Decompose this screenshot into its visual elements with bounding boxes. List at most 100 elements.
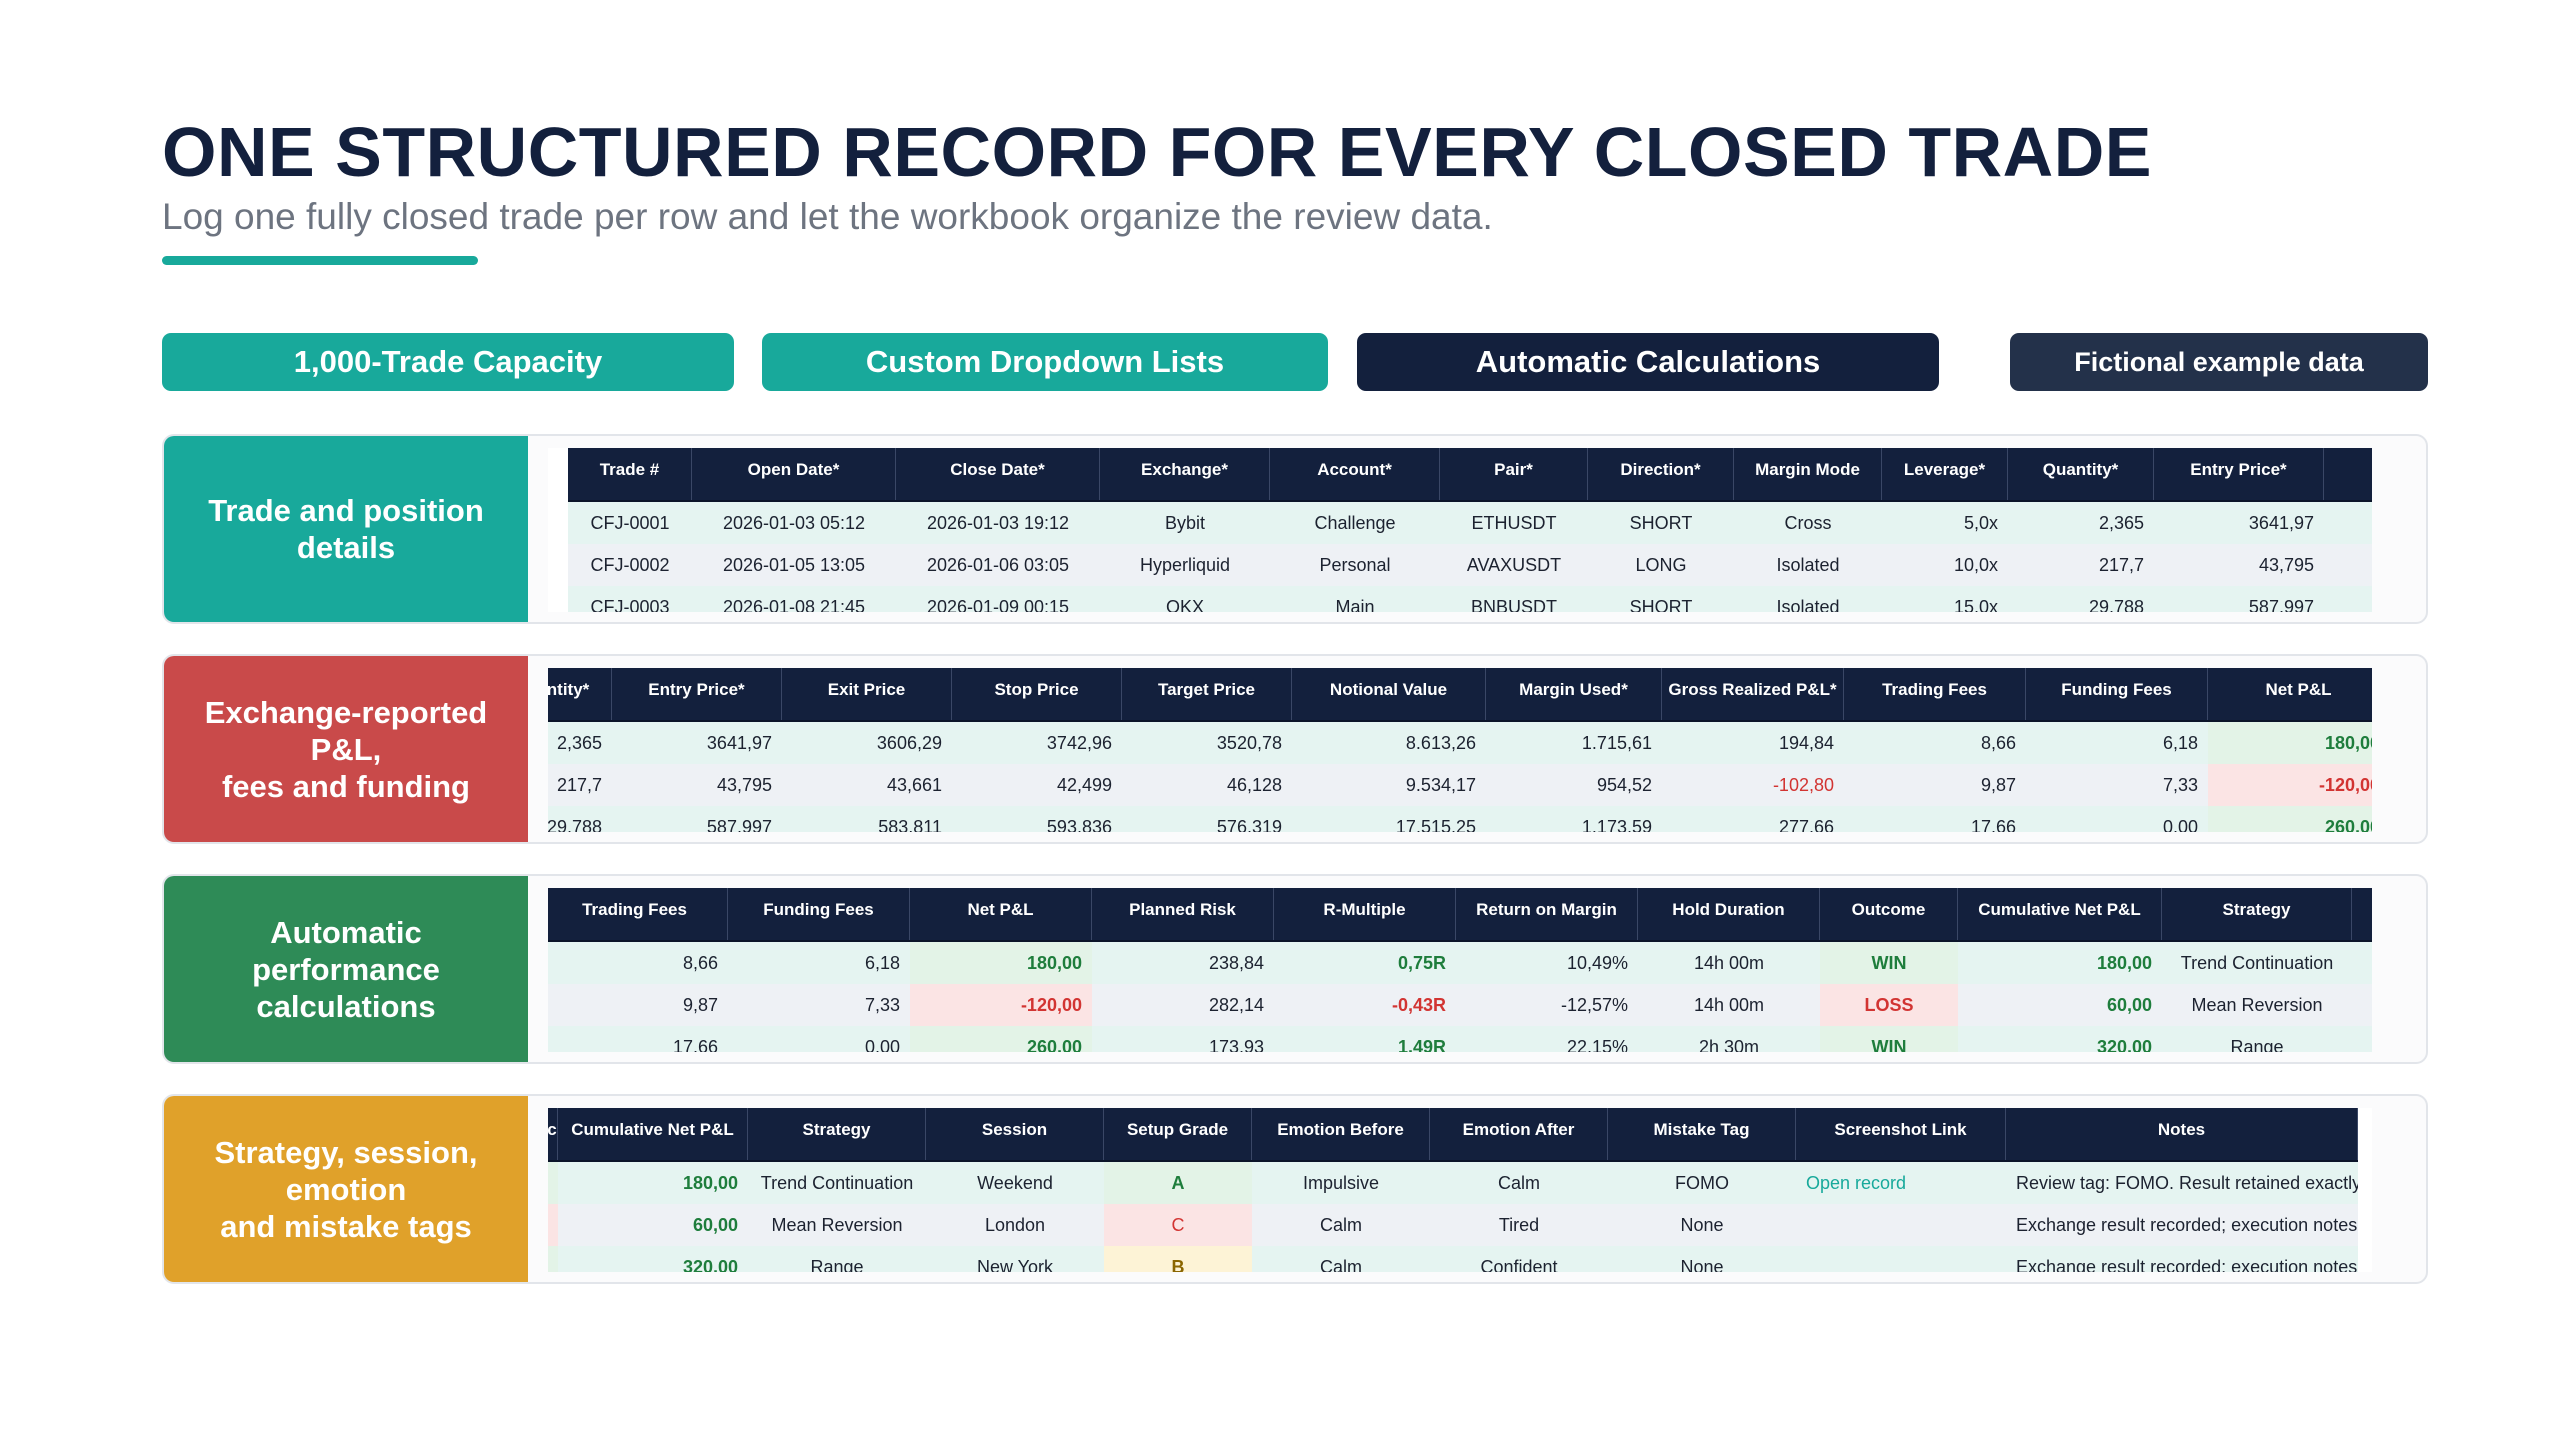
column-header[interactable]: Strategy [2162, 888, 2352, 940]
table-cell[interactable]: 42,499 [952, 764, 1122, 806]
table-cell[interactable]: Weekend [926, 1162, 1104, 1204]
table-cell[interactable]: 43,795 [612, 764, 782, 806]
column-header[interactable]: Planned Risk [1092, 888, 1274, 940]
table-cell[interactable]: 2026-01-03 05:12 [692, 502, 896, 544]
table-cell[interactable] [2324, 502, 2372, 544]
table-cell[interactable]: 0,00 [2026, 806, 2208, 832]
table-cell[interactable]: 2026-01-06 03:05 [896, 544, 1100, 586]
table-cell[interactable]: 587,997 [2154, 586, 2324, 612]
table-cell[interactable]: SHORT [1588, 586, 1734, 612]
table-cell[interactable]: 238,84 [1092, 942, 1274, 984]
table-cell[interactable]: Exchange result recorded; execution note… [2006, 1204, 2358, 1246]
column-header[interactable]: Screenshot Link [1796, 1108, 2006, 1160]
table-cell[interactable]: 5,0x [1882, 502, 2008, 544]
table-cell[interactable]: 1.715,61 [1486, 722, 1662, 764]
table-cell[interactable]: Bybit [1100, 502, 1270, 544]
table-cell[interactable]: FOMO [1608, 1162, 1796, 1204]
table-cell[interactable]: Calm [1430, 1162, 1608, 1204]
column-header[interactable]: Mistake Tag [1608, 1108, 1796, 1160]
column-header[interactable]: Quantity* [548, 668, 612, 720]
table-cell[interactable]: Calm [1252, 1204, 1430, 1246]
table-cell[interactable]: -120,00 [910, 984, 1092, 1026]
table-cell[interactable]: 7,33 [2026, 764, 2208, 806]
table-cell[interactable]: 2h 30m [1638, 1026, 1820, 1052]
table-cell[interactable]: Range [2162, 1026, 2352, 1052]
column-header[interactable]: Quantity* [2008, 448, 2154, 500]
table-cell[interactable] [2352, 984, 2372, 1026]
table-cell[interactable]: 2,365 [2008, 502, 2154, 544]
table-cell[interactable]: Confident [1430, 1246, 1608, 1272]
table-cell[interactable]: 43,795 [2154, 544, 2324, 586]
table-cell[interactable] [2352, 1026, 2372, 1052]
table-cell[interactable]: 2026-01-05 13:05 [692, 544, 896, 586]
column-header[interactable]: Close Date* [896, 448, 1100, 500]
column-header[interactable]: Return on Margin [1456, 888, 1638, 940]
table-cell[interactable]: 29,788 [2008, 586, 2154, 612]
table-cell[interactable]: 180,00 [558, 1162, 748, 1204]
table-cell[interactable]: 60,00 [1958, 984, 2162, 1026]
column-header[interactable]: Exit [2324, 448, 2372, 500]
table-cell[interactable]: 6,18 [2026, 722, 2208, 764]
column-header[interactable]: Margin Mode [1734, 448, 1882, 500]
column-header[interactable]: Strategy [748, 1108, 926, 1160]
table-cell[interactable]: C [1104, 1204, 1252, 1246]
table-cell[interactable]: 10,49% [1456, 942, 1638, 984]
column-header[interactable] [2352, 888, 2372, 940]
table-cell[interactable]: Tired [1430, 1204, 1608, 1246]
table-cell[interactable]: Impulsive [1252, 1162, 1430, 1204]
table-cell[interactable]: 2026-01-09 00:15 [896, 586, 1100, 612]
column-header[interactable]: Direction* [1588, 448, 1734, 500]
table-cell[interactable]: -120,00 [2208, 764, 2372, 806]
table-cell[interactable]: 576,319 [1122, 806, 1292, 832]
table-cell[interactable]: 8.613,26 [1292, 722, 1486, 764]
sheet-preview-performance[interactable]: Trading Fees Funding Fees Net P&L Planned R… [548, 888, 2372, 1052]
table-cell[interactable]: 3742,96 [952, 722, 1122, 764]
column-header[interactable]: Outcome [1820, 888, 1958, 940]
column-header[interactable]: Net P&L [910, 888, 1092, 940]
column-header[interactable]: Target Price [1122, 668, 1292, 720]
table-cell[interactable]: LOSS [1820, 984, 1958, 1026]
table-cell[interactable]: 46,128 [1122, 764, 1292, 806]
column-header[interactable]: Open Date* [692, 448, 896, 500]
table-cell[interactable]: Open record [1796, 1162, 2006, 1204]
table-cell[interactable]: LONG [1588, 544, 1734, 586]
table-cell[interactable]: 29,788 [548, 806, 612, 832]
table-cell[interactable]: Cross [1734, 502, 1882, 544]
table-cell[interactable]: 10,0x [1882, 544, 2008, 586]
table-cell[interactable]: Isolated [1734, 544, 1882, 586]
table-cell[interactable]: SHORT [1588, 502, 1734, 544]
table-cell[interactable]: 0,75R [1274, 942, 1456, 984]
column-header[interactable]: Cumulative Net P&L [1958, 888, 2162, 940]
table-cell[interactable]: 593,836 [952, 806, 1122, 832]
table-cell[interactable]: 1.173,59 [1486, 806, 1662, 832]
table-cell[interactable] [1796, 1246, 2006, 1272]
table-cell[interactable]: 14h 00m [1638, 942, 1820, 984]
table-cell[interactable]: Trend Continuation [2162, 942, 2352, 984]
table-cell[interactable]: 17,66 [1844, 806, 2026, 832]
table-cell[interactable]: 180,00 [910, 942, 1092, 984]
column-header[interactable]: Setup Grade [1104, 1108, 1252, 1160]
table-cell[interactable] [2324, 586, 2372, 612]
table-cell[interactable]: -0,43R [1274, 984, 1456, 1026]
table-cell[interactable]: 2026-01-03 19:12 [896, 502, 1100, 544]
table-cell[interactable]: 217,7 [2008, 544, 2154, 586]
table-cell[interactable]: Challenge [1270, 502, 1440, 544]
table-cell[interactable]: Exchange result recorded; execution note… [2006, 1246, 2358, 1272]
column-header[interactable]: Entry Price* [2154, 448, 2324, 500]
table-cell[interactable]: B [1104, 1246, 1252, 1272]
table-cell[interactable]: 8,66 [548, 942, 728, 984]
table-cell[interactable]: CFJ-0001 [568, 502, 692, 544]
table-cell[interactable]: None [1608, 1246, 1796, 1272]
table-cell[interactable]: -12,57% [1456, 984, 1638, 1026]
table-cell[interactable]: CFJ-0003 [568, 586, 692, 612]
table-cell[interactable] [548, 1162, 558, 1204]
column-header[interactable]: Pair* [1440, 448, 1588, 500]
column-header[interactable]: Hold Duration [1638, 888, 1820, 940]
table-cell[interactable] [2324, 544, 2372, 586]
table-cell[interactable]: Main [1270, 586, 1440, 612]
table-cell[interactable]: 3606,29 [782, 722, 952, 764]
table-cell[interactable]: 6,18 [728, 942, 910, 984]
table-cell[interactable]: 0,00 [728, 1026, 910, 1052]
table-cell[interactable]: Mean Reversion [748, 1204, 926, 1246]
column-header[interactable]: Notes [2006, 1108, 2358, 1160]
